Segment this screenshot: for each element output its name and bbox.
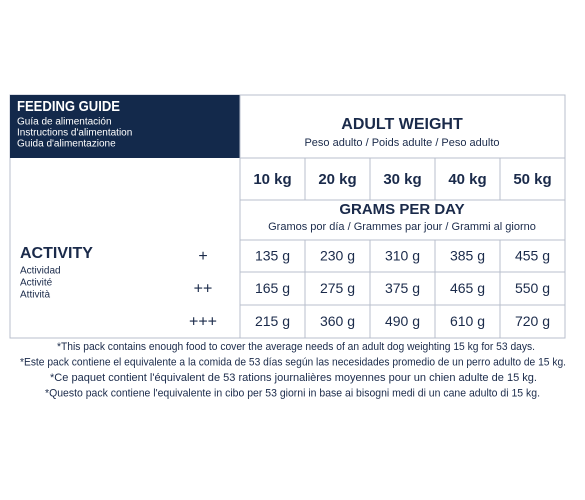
footnote: *This pack contains enough food to cover… (57, 341, 535, 353)
gram-value: 490 g (385, 313, 420, 329)
gram-value: 275 g (320, 280, 355, 296)
activity-level: +++ (189, 314, 217, 331)
header-box (10, 95, 240, 158)
gram-value: 165 g (255, 280, 290, 296)
gram-value: 610 g (450, 313, 485, 329)
footnote: *Este pack contiene el equivalente a la … (20, 356, 566, 368)
footnote: *Questo pack contiene l'equivalente in c… (45, 387, 540, 399)
header-title: FEEDING GUIDE (17, 98, 120, 115)
activity-level: ++ (194, 281, 213, 298)
table-border (9, 94, 566, 339)
gram-value: 310 g (385, 248, 420, 264)
gram-value: 385 g (450, 248, 485, 264)
header-subtitle: Instructions d'alimentation (17, 128, 132, 139)
header-subtitle: Guía de alimentación (17, 117, 112, 128)
weight-label: 10 kg (253, 171, 291, 188)
grams-subtitle: Gramos por día / Grammes par jour / Gram… (268, 221, 536, 233)
gram-value: 455 g (515, 248, 550, 264)
activity-title: ACTIVITY (20, 245, 93, 262)
activity-level: + (198, 248, 207, 265)
gram-value: 465 g (450, 280, 485, 296)
gram-value: 215 g (255, 313, 290, 329)
activity-subtitle: Actividad (20, 266, 61, 277)
activity-subtitle: Attività (20, 290, 50, 301)
weight-label: 40 kg (448, 171, 486, 188)
weight-label: 30 kg (383, 171, 421, 188)
weight-subtitle: Peso adulto / Poids adulte / Peso adulto (304, 137, 499, 149)
gram-value: 720 g (515, 313, 550, 329)
weight-label: 50 kg (513, 171, 551, 188)
gram-value: 550 g (515, 280, 550, 296)
gram-value: 135 g (255, 248, 290, 264)
footnote: *Ce paquet contient l'équivalent de 53 r… (50, 372, 537, 384)
grams-title: GRAMS PER DAY (339, 201, 464, 218)
gram-value: 360 g (320, 313, 355, 329)
header-subtitle: Guida d'alimentazione (17, 139, 116, 150)
weight-title: ADULT WEIGHT (341, 116, 463, 133)
gram-value: 230 g (320, 248, 355, 264)
weight-label: 20 kg (318, 171, 356, 188)
activity-subtitle: Activité (20, 278, 53, 289)
gram-value: 375 g (385, 280, 420, 296)
